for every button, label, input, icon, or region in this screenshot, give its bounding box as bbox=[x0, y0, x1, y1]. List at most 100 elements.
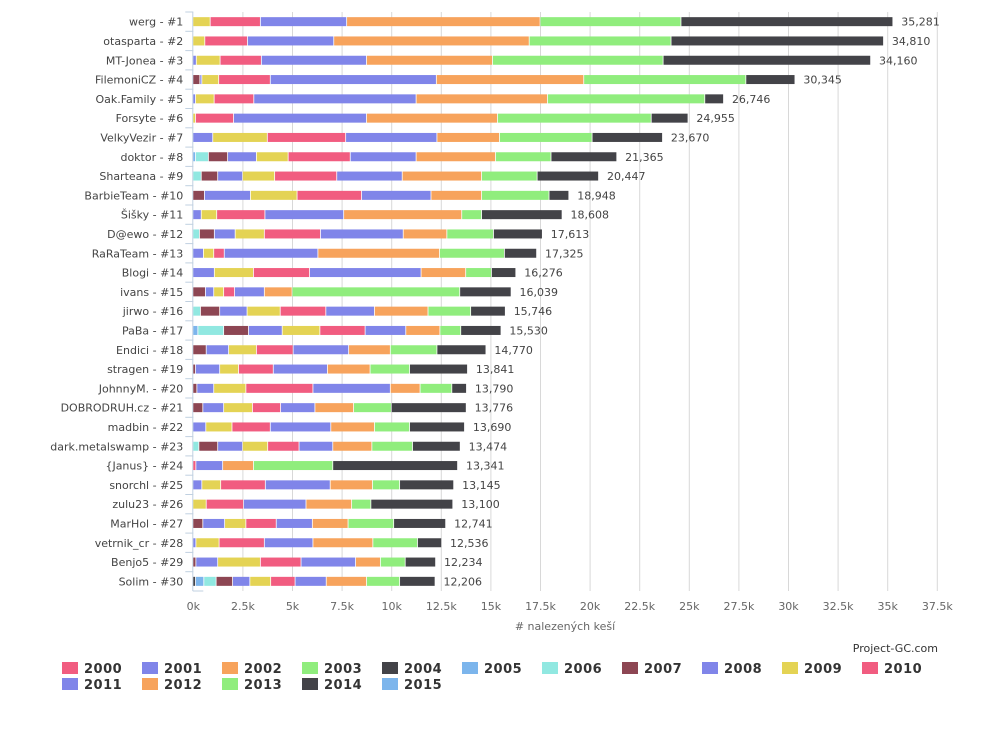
bar-segment-2007 bbox=[193, 364, 196, 374]
tick-label: 27.5k bbox=[723, 600, 754, 613]
bar-segment-2013 bbox=[370, 364, 410, 374]
bar-segment-2011 bbox=[265, 480, 330, 490]
bar-segment-2014 bbox=[504, 248, 537, 258]
bar-segment-2010 bbox=[256, 345, 293, 355]
tick-label: 17.5k bbox=[525, 600, 556, 613]
bar-segment-2008 bbox=[193, 268, 214, 278]
bar-segment-2013 bbox=[253, 461, 333, 471]
category-label: Endici - #18 bbox=[116, 344, 183, 357]
bar-segment-2009 bbox=[282, 325, 320, 335]
bar-segment-2012 bbox=[366, 55, 493, 65]
legend-swatch-2015 bbox=[382, 678, 398, 690]
category-label: doktor - #8 bbox=[120, 151, 183, 164]
bar-segment-2009 bbox=[218, 557, 260, 567]
bar-segment-2014 bbox=[705, 94, 724, 104]
bar-segment-2010 bbox=[252, 403, 281, 413]
category-label: Blogi - #14 bbox=[122, 267, 184, 280]
total-label: 30,345 bbox=[803, 74, 842, 87]
bar-segment-2009 bbox=[196, 55, 220, 65]
bar-segment-2014 bbox=[437, 345, 486, 355]
bar-segment-2006 bbox=[193, 441, 199, 451]
tick-label: 22.5k bbox=[624, 600, 655, 613]
bar-segment-2014 bbox=[651, 113, 688, 123]
bar-segment-2008 bbox=[232, 576, 250, 586]
bar-segment-2007 bbox=[193, 287, 205, 297]
bar-segment-2012 bbox=[390, 383, 420, 393]
tick-label: 15k bbox=[481, 600, 502, 613]
bar-segment-2010 bbox=[297, 190, 362, 200]
bar-segment-2007 bbox=[200, 306, 220, 316]
bar-segment-2012 bbox=[306, 499, 352, 509]
legend-swatch-2008 bbox=[702, 662, 718, 674]
bar-segment-2010 bbox=[219, 75, 270, 85]
bar-segment-2014 bbox=[400, 480, 454, 490]
bar-segment-2010 bbox=[214, 94, 254, 104]
bar-segment-2008 bbox=[220, 306, 247, 316]
bar-segment-2012 bbox=[421, 268, 466, 278]
bar-segment-2009 bbox=[242, 171, 275, 181]
bar-segment-2011 bbox=[313, 383, 390, 393]
bar-segment-2014 bbox=[452, 383, 467, 393]
bar-segment-2013 bbox=[547, 94, 705, 104]
legend-swatch-2002 bbox=[222, 662, 238, 674]
bar-segment-2011 bbox=[361, 190, 431, 200]
bar-segment-2014 bbox=[417, 538, 442, 548]
bar-segment-2007 bbox=[201, 171, 218, 181]
total-label: 26,746 bbox=[732, 93, 771, 106]
bar-segment-2008 bbox=[193, 210, 201, 220]
legend-label-2001: 2001 bbox=[164, 662, 202, 677]
bar-segment-2012 bbox=[349, 345, 390, 355]
bar-segment-2011 bbox=[243, 499, 306, 509]
bar-segment-2012 bbox=[330, 480, 373, 490]
bar-segment-2005 bbox=[193, 152, 196, 162]
category-label: PaBa - #17 bbox=[122, 324, 183, 337]
bar-segment-2007 bbox=[193, 190, 205, 200]
tick-label: 30k bbox=[778, 600, 799, 613]
bar-segment-2014 bbox=[333, 461, 458, 471]
bar-segment-2010 bbox=[253, 268, 310, 278]
bar-segment-2012 bbox=[344, 210, 462, 220]
total-label: 20,447 bbox=[607, 170, 646, 183]
bar-segment-2010 bbox=[205, 36, 248, 46]
total-label: 13,100 bbox=[461, 498, 500, 511]
total-label: 15,746 bbox=[514, 305, 553, 318]
bar-segment-2012 bbox=[318, 248, 440, 258]
total-label: 35,281 bbox=[901, 16, 940, 29]
category-label: Benjo5 - #29 bbox=[111, 556, 183, 569]
bar-segment-2011 bbox=[260, 17, 347, 27]
bar-segment-2010 bbox=[232, 422, 270, 432]
bar-segment-2008 bbox=[193, 55, 196, 65]
bar-segment-2008 bbox=[200, 75, 202, 85]
bar-segment-2011 bbox=[264, 538, 313, 548]
bar-segment-2014 bbox=[405, 557, 436, 567]
total-label: 12,234 bbox=[444, 556, 483, 569]
bar-segment-2014 bbox=[592, 132, 663, 142]
bar-segment-2009 bbox=[202, 75, 219, 85]
credit-link[interactable]: Project-GC.com bbox=[853, 642, 938, 655]
legend-label-2006: 2006 bbox=[564, 662, 602, 677]
total-label: 17,613 bbox=[551, 228, 590, 241]
bar-segment-2009 bbox=[193, 17, 210, 27]
tick-label: 12.5k bbox=[426, 600, 457, 613]
bar-segment-2008 bbox=[195, 364, 220, 374]
bar-segment-2010 bbox=[267, 132, 346, 142]
legend-label-2000: 2000 bbox=[84, 662, 122, 677]
bar-segment-2008 bbox=[196, 557, 218, 567]
bar-segment-2013 bbox=[439, 248, 504, 258]
total-label: 14,770 bbox=[494, 344, 533, 357]
bar-segment-2011 bbox=[234, 287, 264, 297]
legend-swatch-2011 bbox=[62, 678, 78, 690]
bar-segment-2013 bbox=[374, 422, 410, 432]
bar-segment-2011 bbox=[320, 229, 403, 239]
total-label: 13,145 bbox=[462, 479, 501, 492]
bar-segment-2013 bbox=[352, 499, 371, 509]
bar-segment-2012 bbox=[327, 364, 370, 374]
bar-segment-2008 bbox=[193, 94, 196, 104]
bar-segment-2012 bbox=[403, 229, 447, 239]
bar-segment-2008 bbox=[193, 132, 213, 142]
category-label: jirwo - #16 bbox=[122, 305, 184, 318]
bar-segment-2014 bbox=[681, 17, 893, 27]
bar-segment-2009 bbox=[203, 248, 214, 258]
bar-segment-2014 bbox=[460, 287, 511, 297]
